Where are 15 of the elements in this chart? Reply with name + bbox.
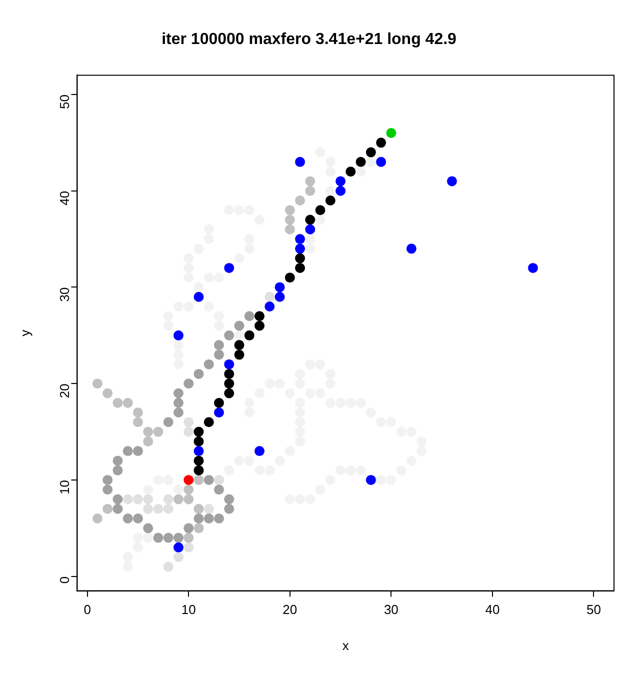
y-axis-title: y (17, 329, 32, 336)
x-tick-label: 20 (282, 602, 298, 618)
y-tick-label: 50 (56, 94, 72, 109)
x-tick-label: 10 (181, 602, 196, 618)
y-tick-label: 0 (56, 576, 72, 584)
chart-title: iter 100000 maxfero 3.41e+21 long 42.9 (162, 31, 457, 48)
x-axis-title: x (342, 638, 350, 653)
x-tick-label: 0 (84, 602, 91, 618)
y-tick-label: 30 (56, 287, 72, 302)
y-tick-label: 10 (56, 480, 72, 494)
y-tick-label: 20 (56, 384, 72, 398)
x-tick-label: 40 (485, 602, 500, 618)
x-tick-label: 50 (586, 602, 601, 618)
y-tick-label: 40 (56, 190, 72, 206)
x-tick-label: 30 (384, 602, 398, 618)
